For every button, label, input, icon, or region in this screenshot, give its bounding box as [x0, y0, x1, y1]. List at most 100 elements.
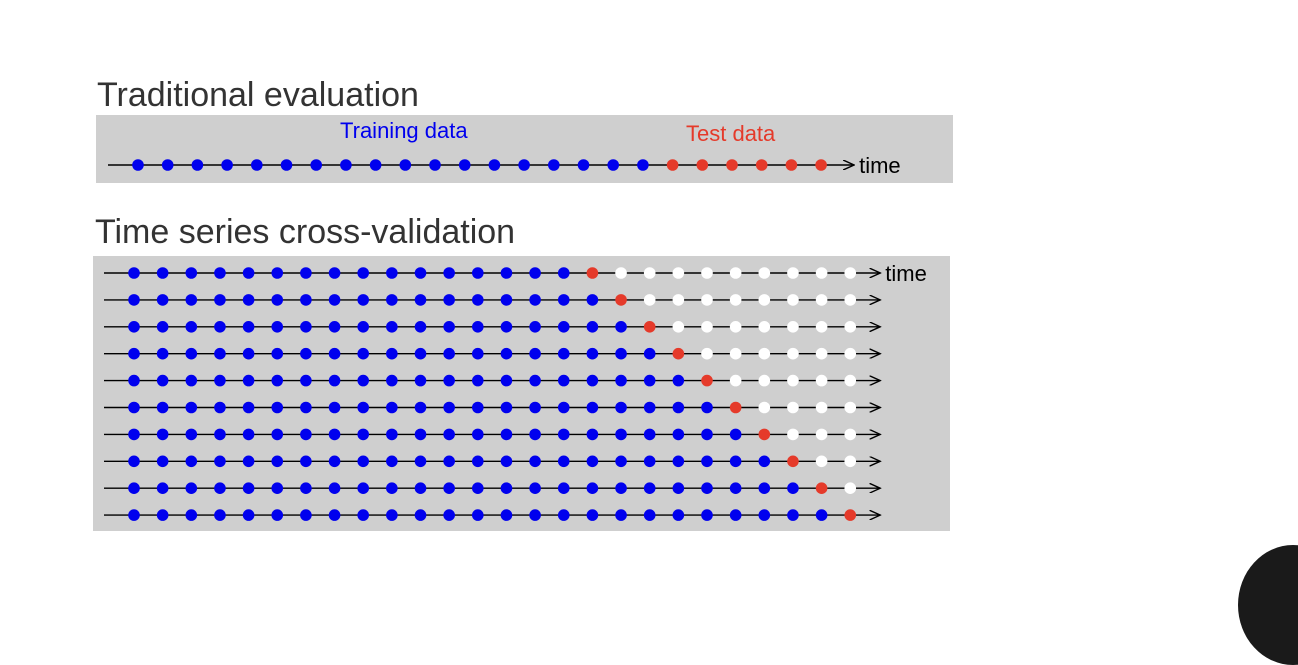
training-point [607, 159, 619, 171]
training-point [443, 347, 455, 360]
future-point [815, 321, 828, 333]
training-point [557, 347, 570, 360]
training-point [586, 482, 599, 495]
training-point [357, 267, 370, 279]
training-point [414, 321, 427, 333]
training-point [328, 267, 341, 279]
cv-timelines: time [104, 261, 927, 521]
training-point [328, 321, 341, 333]
future-point [729, 294, 742, 306]
training-point [643, 428, 656, 441]
training-point [586, 455, 599, 468]
training-point [529, 428, 541, 441]
training-point [500, 509, 513, 521]
training-point [128, 347, 140, 360]
training-point [328, 374, 341, 387]
training-point [300, 267, 312, 279]
training-point [557, 509, 570, 521]
training-point [156, 455, 169, 468]
training-point [128, 428, 140, 441]
training-point [214, 267, 226, 279]
future-point [701, 267, 713, 279]
training-point [586, 321, 599, 333]
test-point [672, 347, 685, 360]
training-point [500, 347, 513, 360]
training-point [300, 321, 312, 333]
future-point [787, 428, 799, 441]
training-point [214, 428, 226, 441]
training-point [529, 347, 541, 360]
training-point [414, 347, 427, 360]
training-point [242, 509, 255, 521]
training-point [128, 267, 140, 279]
training-point [357, 509, 370, 521]
training-point [443, 267, 455, 279]
cv-fold-row [104, 321, 880, 333]
training-point [472, 482, 484, 495]
training-point [300, 482, 312, 495]
training-point [529, 321, 541, 333]
training-point [156, 509, 169, 521]
training-point [300, 294, 312, 306]
training-point [328, 294, 341, 306]
future-point [672, 321, 685, 333]
time-axis-label: time [859, 153, 901, 178]
future-point [844, 321, 857, 333]
training-point [340, 159, 352, 171]
training-point [429, 159, 441, 171]
training-point [156, 482, 169, 495]
training-point [357, 428, 370, 441]
training-point [185, 294, 198, 306]
cv-fold-row [104, 401, 880, 414]
training-point [357, 374, 370, 387]
training-point [242, 482, 255, 495]
training-point [586, 509, 599, 521]
future-point [815, 401, 828, 414]
training-point [701, 509, 713, 521]
test-point [729, 401, 742, 414]
training-point [185, 401, 198, 414]
training-point [399, 159, 412, 171]
training-point [557, 321, 570, 333]
future-point [815, 267, 828, 279]
future-point [844, 482, 857, 495]
training-point [443, 455, 455, 468]
training-point [386, 294, 398, 306]
training-point [672, 401, 685, 414]
training-point [500, 321, 513, 333]
test-data-label: Test data [686, 121, 776, 146]
future-point [844, 347, 857, 360]
training-point [132, 159, 144, 171]
future-point [701, 321, 713, 333]
training-point [701, 428, 713, 441]
training-point [787, 509, 799, 521]
future-point [815, 294, 828, 306]
future-point [758, 401, 771, 414]
training-point [529, 455, 541, 468]
training-point [586, 347, 599, 360]
test-point [755, 159, 768, 171]
training-point [701, 401, 713, 414]
training-point [472, 347, 484, 360]
training-point [242, 321, 255, 333]
training-point [643, 347, 656, 360]
future-point [758, 321, 771, 333]
training-point [185, 482, 198, 495]
training-point [758, 455, 771, 468]
training-point [414, 267, 427, 279]
training-point [472, 401, 484, 414]
training-point [643, 401, 656, 414]
training-point [214, 509, 226, 521]
training-point [369, 159, 382, 171]
training-point [557, 294, 570, 306]
test-point [726, 159, 738, 171]
future-point [815, 428, 828, 441]
future-point [815, 374, 828, 387]
training-point [386, 509, 398, 521]
future-point [615, 267, 627, 279]
training-point [500, 267, 513, 279]
training-point [672, 455, 685, 468]
test-point [666, 159, 679, 171]
training-point [458, 159, 471, 171]
training-point [443, 294, 455, 306]
